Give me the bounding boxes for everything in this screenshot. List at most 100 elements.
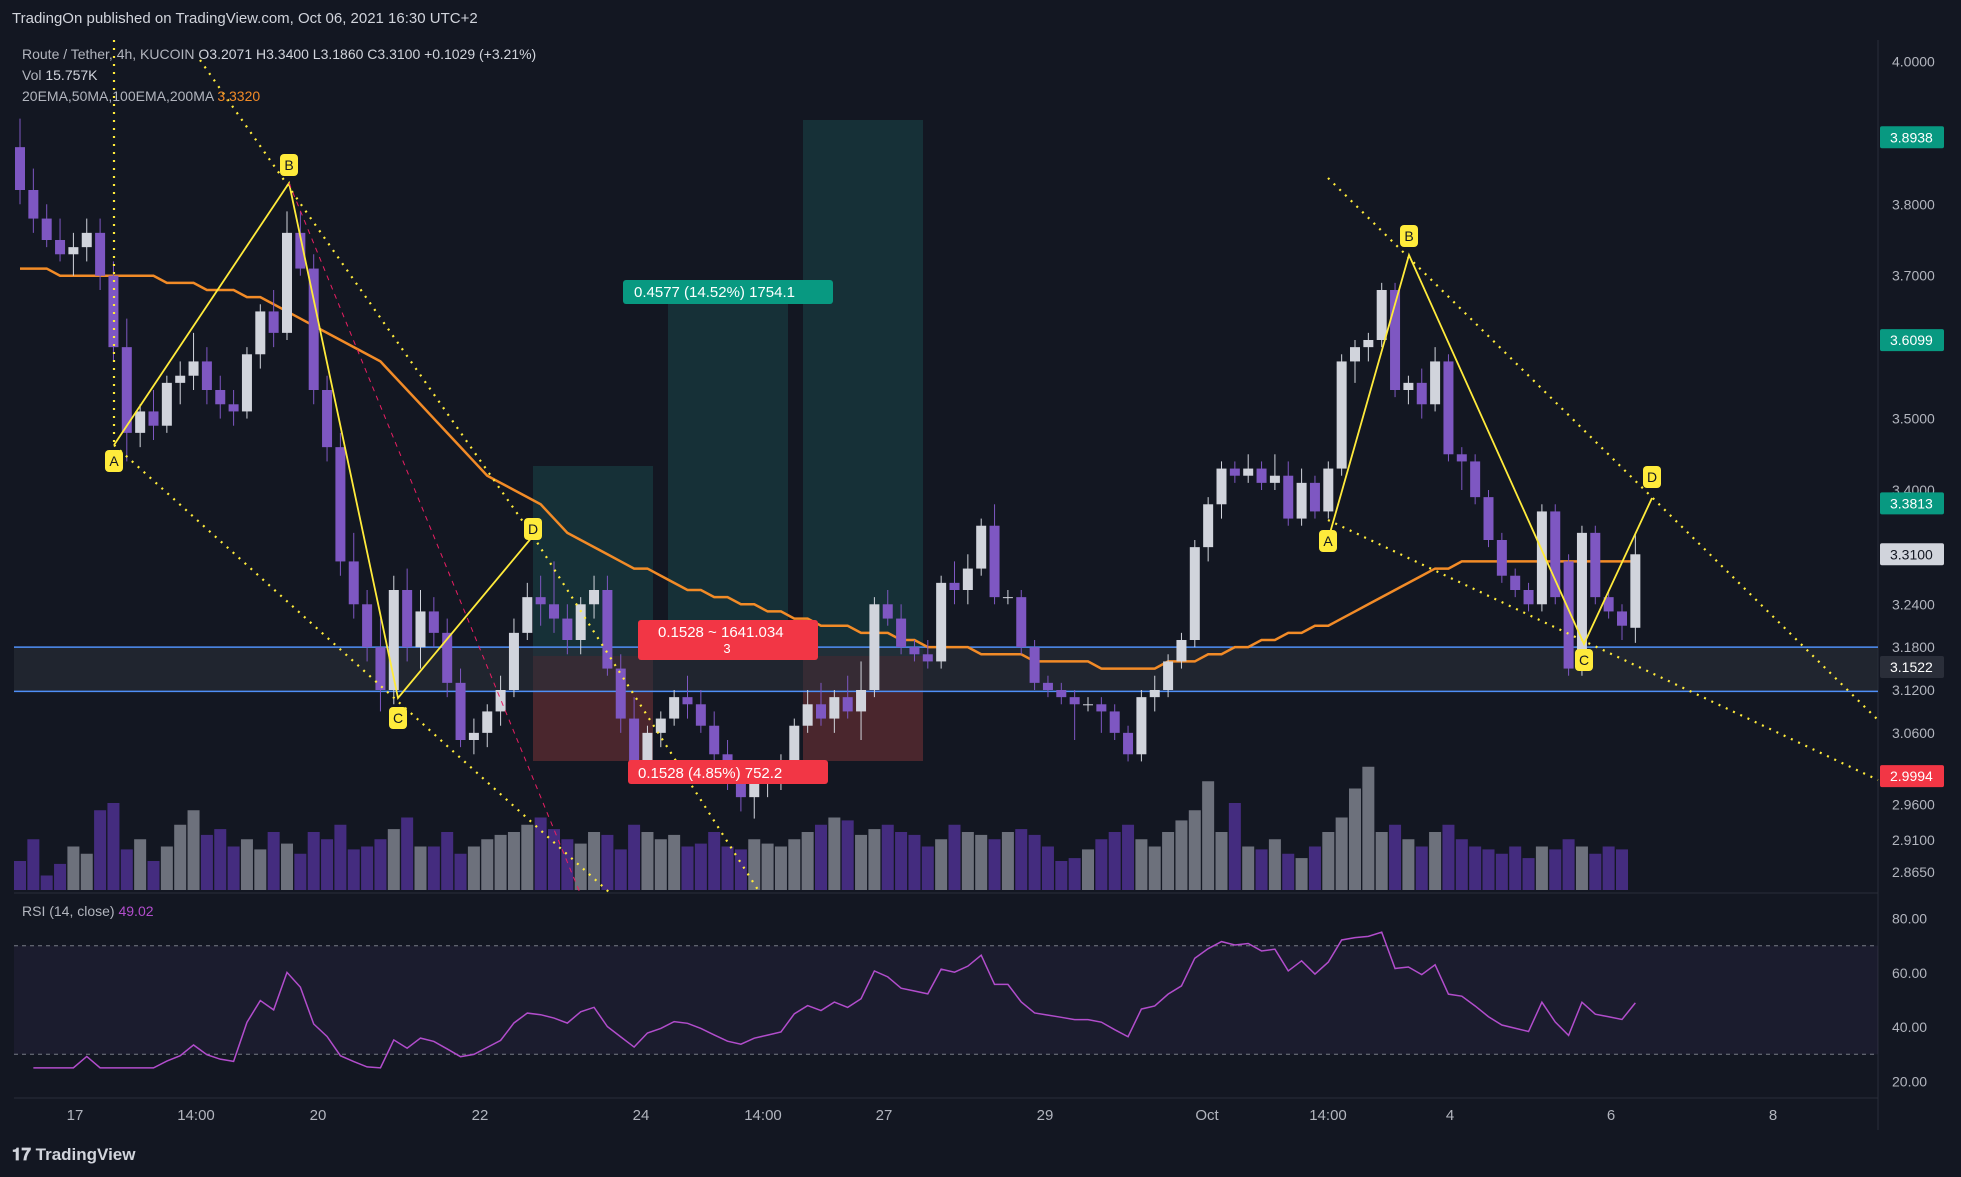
volume-bar [80,853,93,890]
candle-body [1216,468,1227,505]
volume-bar [174,824,187,890]
volume-bar [40,875,53,890]
ohlc-row: Route / Tether, 4h, KUCOIN O3.2071 H3.34… [22,44,536,65]
loss-label-bg [628,760,828,784]
volume-bar [694,843,707,890]
entry-sublabel: 3 [723,641,730,656]
pattern-dotted-guide [532,535,761,894]
volume-bar [921,846,934,890]
pattern-point-label: B [284,157,293,173]
candle-body [148,411,159,426]
pattern-dotted-guide [199,59,534,537]
volume-bar [614,849,627,890]
candle-body [816,704,826,719]
candle-body [241,354,252,412]
candle-body [455,682,466,740]
price-axis-label: 3.7000 [1892,268,1935,284]
time-axis-label: 20 [310,1107,327,1124]
candle-body [1296,482,1307,519]
volume-bar [1616,849,1628,890]
volume-bar [841,820,854,890]
volume-bar [908,834,921,890]
volume-bar [227,846,240,890]
volume-bar [1602,846,1615,890]
volume-bar [374,839,387,890]
candle-body [1083,704,1093,706]
volume-bar [1095,839,1108,890]
volume-bar [1135,839,1148,890]
volume-bar [1015,829,1028,890]
candle-body [295,232,306,269]
time-axis-label: 27 [876,1107,893,1124]
profit-zone-box [533,466,653,656]
candle-body [228,404,239,412]
price-tag-bg [1880,656,1944,678]
candle-body [896,618,907,648]
volume-bar [574,843,587,890]
volume-bar [441,832,454,890]
price-tag-label: 3.3100 [1890,546,1933,562]
pattern-point-label: B [1404,228,1413,244]
volume-bar [815,824,827,890]
volume-bar [14,861,26,890]
time-axis-label: 8 [1769,1107,1777,1124]
candle-body [255,311,266,355]
candle-body [949,582,960,590]
candle-body [615,668,626,719]
volume-bar [120,849,133,890]
symbol-label[interactable]: Route / Tether, 4h, KUCOIN [22,46,195,62]
pattern-point-badge [1575,649,1593,671]
candle-body [15,147,25,190]
price-axis-label: 3.2400 [1892,596,1935,612]
candle-body [936,582,947,662]
pattern-dashed-guide [288,182,581,894]
candle-body [201,361,212,390]
volume-bar [1362,766,1375,890]
pattern-dotted-guide [1327,177,1879,721]
candle-body [108,275,119,348]
volume-bar [774,846,787,890]
volume-bar [481,839,494,890]
candle-body [789,725,800,769]
candle-body [468,732,479,740]
volume-bar [1215,832,1228,890]
volume-bar [494,834,507,890]
volume-bar [361,846,374,890]
volume-bar [935,839,948,890]
volume-label[interactable]: Vol [22,67,42,83]
tradingview-logo[interactable]: 𝟏𝟕 TradingView [12,1145,135,1165]
candle-body [1350,347,1360,362]
volume-bar [254,849,267,890]
volume-bar [1535,846,1548,890]
volume-bar [1469,846,1482,890]
volume-bar [1335,817,1348,890]
price-axis-label: 3.1800 [1892,639,1935,655]
indicator-label[interactable]: 20EMA,50MA,100EMA,200MA [22,88,214,104]
volume-bar [988,839,1001,890]
volume-bar [1041,846,1054,890]
candle-body [856,690,867,712]
candle-body [1269,475,1280,483]
candle-body [669,697,680,719]
candle-body [68,247,79,255]
candle-body [41,218,52,240]
volume-bar [307,832,320,890]
volume-bar [561,839,574,890]
candle-body [802,704,813,726]
candle-body [1096,704,1107,712]
volume-bar [1108,832,1121,890]
pattern-point-badge [389,707,407,729]
candle-body [535,597,546,605]
volume-bar [1442,824,1455,890]
pattern-point-label: D [1647,469,1657,485]
rsi-line [33,931,1636,1069]
volume-bar [1322,832,1335,890]
entry-label-bg [638,620,818,660]
pattern-point-badge [1400,225,1418,247]
candle-body [842,697,853,712]
rsi-label[interactable]: RSI (14, close) [22,903,115,919]
volume-bar [187,810,200,890]
candle-body [1123,732,1134,755]
volume-bar [961,832,974,890]
